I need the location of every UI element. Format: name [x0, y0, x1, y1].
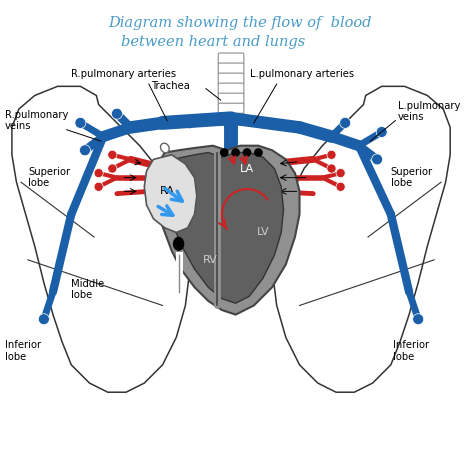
- Polygon shape: [272, 86, 450, 392]
- Text: Trachea: Trachea: [151, 82, 190, 91]
- Circle shape: [340, 118, 351, 128]
- FancyBboxPatch shape: [218, 73, 244, 85]
- Text: LA: LA: [240, 164, 254, 173]
- FancyBboxPatch shape: [218, 103, 244, 115]
- Ellipse shape: [173, 237, 183, 250]
- Circle shape: [336, 169, 345, 178]
- Circle shape: [94, 182, 103, 191]
- Text: Diagram showing the flow of  blood: Diagram showing the flow of blood: [109, 16, 372, 29]
- Text: LV: LV: [257, 228, 269, 237]
- Circle shape: [336, 182, 345, 191]
- Ellipse shape: [161, 143, 169, 153]
- Polygon shape: [12, 86, 190, 392]
- Text: RV: RV: [203, 255, 218, 265]
- Circle shape: [327, 150, 336, 159]
- Text: RA: RA: [160, 186, 174, 196]
- Text: L.pulmonary arteries: L.pulmonary arteries: [250, 70, 354, 80]
- FancyBboxPatch shape: [218, 83, 244, 95]
- Text: Superior
lobe: Superior lobe: [28, 167, 70, 189]
- FancyBboxPatch shape: [218, 113, 244, 125]
- Text: Superior
lobe: Superior lobe: [391, 167, 433, 189]
- Circle shape: [75, 118, 86, 128]
- Text: Middle
lobe: Middle lobe: [71, 279, 104, 301]
- Text: Inferior
lobe: Inferior lobe: [5, 340, 41, 362]
- Circle shape: [376, 127, 387, 137]
- Circle shape: [80, 145, 91, 156]
- Text: R.pulmonary arteries: R.pulmonary arteries: [71, 70, 176, 80]
- Polygon shape: [154, 146, 300, 315]
- FancyBboxPatch shape: [218, 53, 244, 65]
- Text: between heart and lungs: between heart and lungs: [121, 35, 305, 49]
- Circle shape: [108, 150, 117, 159]
- Polygon shape: [144, 155, 197, 232]
- Circle shape: [243, 149, 251, 156]
- Circle shape: [413, 314, 424, 325]
- Circle shape: [255, 149, 262, 156]
- FancyBboxPatch shape: [218, 93, 244, 105]
- Circle shape: [232, 149, 239, 156]
- Text: Inferior
lobe: Inferior lobe: [393, 340, 429, 362]
- Circle shape: [327, 164, 336, 173]
- Circle shape: [372, 154, 383, 165]
- Polygon shape: [165, 153, 283, 303]
- Circle shape: [94, 169, 103, 178]
- Circle shape: [220, 149, 228, 156]
- Text: L.pulmonary
veins: L.pulmonary veins: [398, 100, 460, 122]
- Circle shape: [108, 164, 117, 173]
- Circle shape: [111, 108, 122, 119]
- Circle shape: [38, 314, 49, 325]
- FancyBboxPatch shape: [218, 63, 244, 75]
- Text: R.pulmonary
veins: R.pulmonary veins: [5, 110, 68, 131]
